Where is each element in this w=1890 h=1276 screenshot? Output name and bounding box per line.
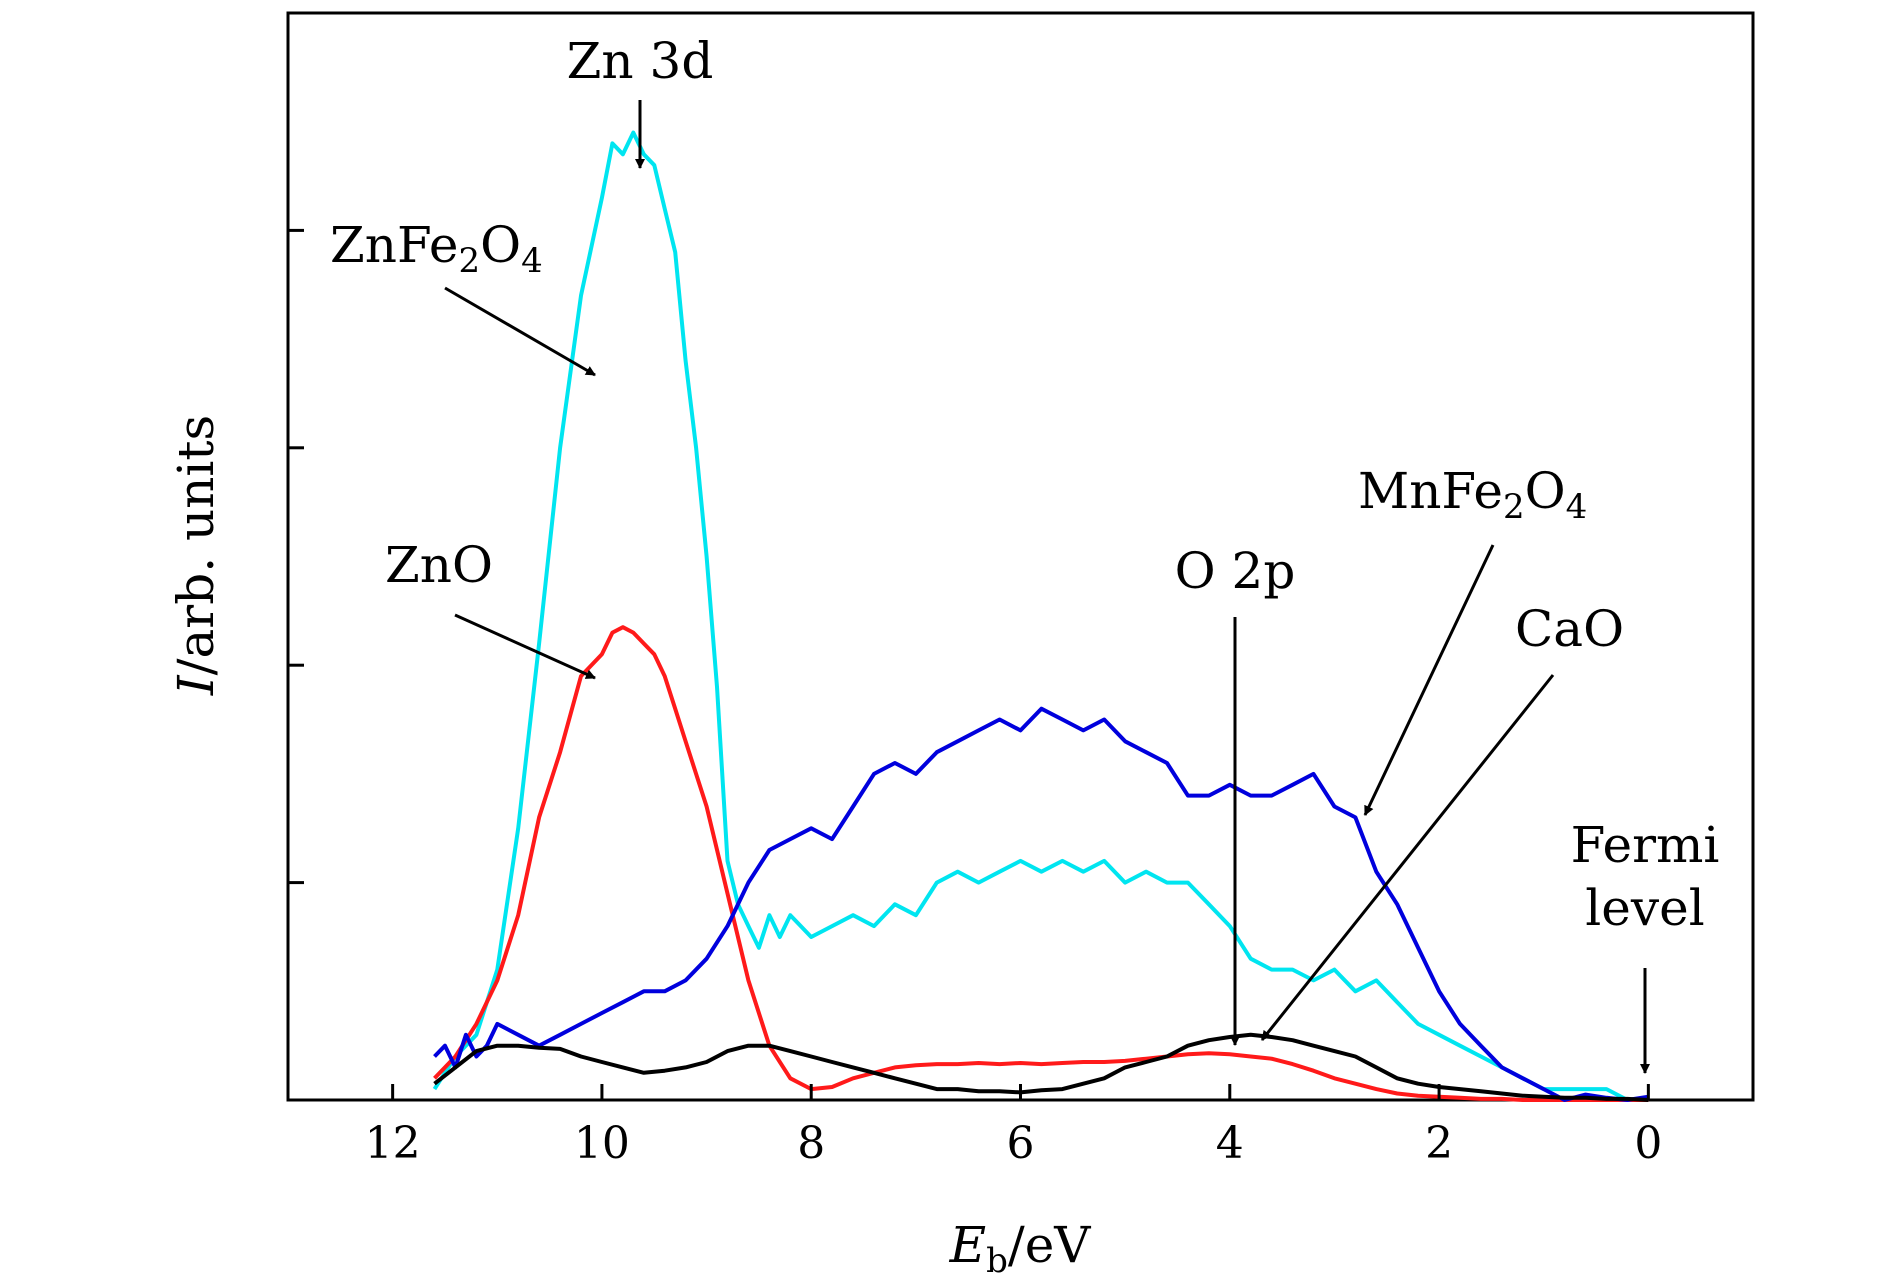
arrow-zno bbox=[454, 613, 596, 680]
annotation-o2p: O 2p bbox=[1175, 542, 1296, 600]
annotation-zn3d: Zn 3d bbox=[567, 32, 714, 90]
x-tick-label: 0 bbox=[1634, 1118, 1662, 1169]
arrow-znfe2o4 bbox=[444, 286, 596, 377]
annotation-znfe2o4: ZnFe2O4 bbox=[330, 216, 543, 281]
x-tick-label: 10 bbox=[574, 1118, 630, 1169]
x-tick-label: 12 bbox=[365, 1118, 421, 1169]
series-line-znfe2o4 bbox=[432, 130, 1649, 1102]
y-axis-ticks bbox=[288, 11, 304, 885]
x-tick-label: 4 bbox=[1216, 1118, 1244, 1169]
arrow-cao bbox=[1260, 674, 1555, 1041]
x-axis-label: Eb/eV bbox=[949, 1216, 1092, 1276]
arrow-mnfe2o4 bbox=[1363, 544, 1495, 816]
x-tick-label: 6 bbox=[1007, 1118, 1035, 1169]
series-line-zno bbox=[433, 625, 1649, 1102]
annotation-cao: CaO bbox=[1515, 600, 1624, 658]
annotation-fermi-line2: level bbox=[1585, 879, 1704, 937]
annotation-zno: ZnO bbox=[385, 536, 493, 594]
x-tick-label: 8 bbox=[797, 1118, 825, 1169]
series-group bbox=[432, 130, 1649, 1102]
series-line-mnfe2o4 bbox=[433, 706, 1649, 1102]
x-axis-ticks: 12 10 8 6 4 2 0 bbox=[365, 1084, 1662, 1169]
annotation-fermi-line1: Fermi bbox=[1571, 816, 1720, 874]
y-axis-label: I/arb. units bbox=[167, 415, 225, 696]
plot-frame bbox=[286, 11, 1755, 1102]
x-tick-label: 2 bbox=[1425, 1118, 1453, 1169]
annotation-mnfe2o4: MnFe2O4 bbox=[1358, 462, 1587, 527]
series-line-cao bbox=[433, 1032, 1649, 1102]
